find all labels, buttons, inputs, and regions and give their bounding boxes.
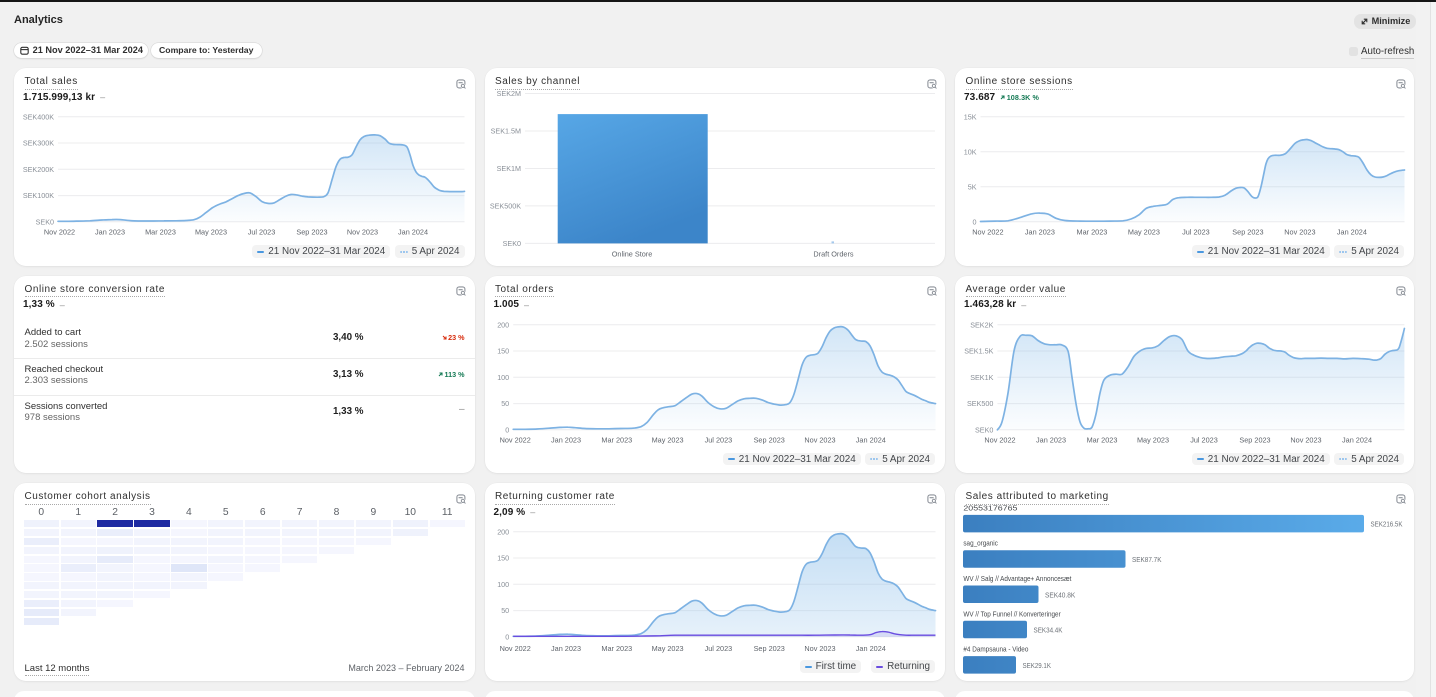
- svg-text:SEK200K: SEK200K: [23, 165, 54, 174]
- svg-text:Jan 2024: Jan 2024: [855, 644, 885, 653]
- svg-text:Jul 2023: Jul 2023: [704, 644, 732, 653]
- svg-text:0: 0: [505, 425, 509, 434]
- svg-text:SEK500K: SEK500K: [489, 202, 520, 211]
- svg-text:Mar 2023: Mar 2023: [601, 644, 632, 653]
- svg-text:WV // Salg // Advantage+ Annon: WV // Salg // Advantage+ Annoncesæt: [963, 574, 1072, 583]
- svg-text:Jan 2023: Jan 2023: [1025, 228, 1055, 237]
- svg-text:200: 200: [497, 320, 509, 329]
- svg-text:Jan 2023: Jan 2023: [550, 435, 580, 444]
- svg-text:Sep 2023: Sep 2023: [296, 228, 327, 237]
- svg-text:5K: 5K: [968, 182, 977, 191]
- svg-text:SEK1.5M: SEK1.5M: [490, 127, 520, 136]
- svg-text:50: 50: [501, 399, 509, 408]
- svg-text:Mar 2023: Mar 2023: [145, 228, 176, 237]
- svg-text:WV // Top Funnel // Konverteri: WV // Top Funnel // Konverteringer: [963, 609, 1061, 618]
- svg-text:15K: 15K: [964, 112, 977, 121]
- svg-text:Jan 2023: Jan 2023: [1036, 435, 1066, 444]
- svg-text:SEK29.1K: SEK29.1K: [1023, 663, 1052, 670]
- svg-text:Jul 2023: Jul 2023: [248, 228, 276, 237]
- svg-text:Sep 2023: Sep 2023: [1239, 435, 1270, 444]
- svg-text:Mar 2023: Mar 2023: [601, 435, 632, 444]
- svg-text:May 2023: May 2023: [651, 644, 683, 653]
- svg-text:Jul 2023: Jul 2023: [704, 435, 732, 444]
- svg-text:Nov 2023: Nov 2023: [1290, 435, 1321, 444]
- svg-text:100: 100: [497, 580, 509, 589]
- svg-text:SEK0: SEK0: [975, 425, 993, 434]
- svg-text:0: 0: [973, 217, 977, 226]
- svg-text:Sep 2023: Sep 2023: [753, 644, 784, 653]
- svg-text:Jan 2024: Jan 2024: [1337, 228, 1367, 237]
- svg-text:May 2023: May 2023: [195, 228, 227, 237]
- svg-text:May 2023: May 2023: [1128, 228, 1160, 237]
- svg-text:Jan 2023: Jan 2023: [550, 644, 580, 653]
- svg-text:Jan 2023: Jan 2023: [95, 228, 125, 237]
- svg-text:SEK300K: SEK300K: [23, 139, 54, 148]
- svg-text:100: 100: [497, 372, 509, 381]
- svg-text:20553176765: 20553176765: [963, 503, 1017, 512]
- svg-text:Jul 2023: Jul 2023: [1182, 228, 1210, 237]
- svg-text:50: 50: [501, 606, 509, 615]
- svg-text:Nov 2022: Nov 2022: [44, 228, 75, 237]
- svg-text:Sep 2023: Sep 2023: [753, 435, 784, 444]
- svg-text:#4 Dampsauna - Video: #4 Dampsauna - Video: [963, 645, 1028, 654]
- svg-text:Sep 2023: Sep 2023: [1232, 228, 1263, 237]
- svg-text:Draft Orders: Draft Orders: [813, 250, 853, 259]
- svg-text:150: 150: [497, 554, 509, 563]
- svg-text:SEK100K: SEK100K: [23, 191, 54, 200]
- svg-text:SEK0: SEK0: [502, 239, 520, 248]
- svg-text:Nov 2022: Nov 2022: [972, 228, 1003, 237]
- svg-text:Nov 2023: Nov 2023: [804, 435, 835, 444]
- svg-text:Mar 2023: Mar 2023: [1087, 435, 1118, 444]
- svg-text:10K: 10K: [964, 147, 977, 156]
- svg-text:Nov 2023: Nov 2023: [804, 644, 835, 653]
- svg-text:SEK500: SEK500: [967, 399, 993, 408]
- svg-text:200: 200: [497, 527, 509, 536]
- svg-text:May 2023: May 2023: [651, 435, 683, 444]
- svg-text:Nov 2022: Nov 2022: [499, 435, 530, 444]
- svg-text:Jan 2024: Jan 2024: [1342, 435, 1372, 444]
- svg-text:SEK0: SEK0: [36, 217, 54, 226]
- svg-text:SEK2K: SEK2K: [970, 320, 993, 329]
- svg-text:SEK34.4K: SEK34.4K: [1034, 628, 1063, 635]
- svg-text:SEK216.5K: SEK216.5K: [1371, 522, 1403, 529]
- svg-text:May 2023: May 2023: [1137, 435, 1169, 444]
- svg-text:sag_organic: sag_organic: [963, 539, 998, 548]
- svg-text:SEK1M: SEK1M: [496, 164, 520, 173]
- svg-text:SEK2M: SEK2M: [496, 89, 520, 98]
- svg-text:Mar 2023: Mar 2023: [1076, 228, 1107, 237]
- svg-text:Jul 2023: Jul 2023: [1190, 435, 1218, 444]
- svg-text:SEK400K: SEK400K: [23, 112, 54, 121]
- svg-text:SEK40.8K: SEK40.8K: [1045, 592, 1076, 599]
- svg-text:SEK87.7K: SEK87.7K: [1132, 557, 1162, 564]
- svg-text:SEK1K: SEK1K: [970, 372, 993, 381]
- svg-text:150: 150: [497, 346, 509, 355]
- svg-text:Online Store: Online Store: [611, 250, 652, 259]
- svg-text:SEK1.5K: SEK1.5K: [964, 346, 993, 355]
- svg-text:Nov 2023: Nov 2023: [347, 228, 378, 237]
- svg-text:Nov 2022: Nov 2022: [499, 644, 530, 653]
- svg-text:Nov 2022: Nov 2022: [984, 435, 1015, 444]
- svg-text:0: 0: [505, 632, 509, 641]
- svg-text:Jan 2024: Jan 2024: [855, 435, 885, 444]
- svg-text:Nov 2023: Nov 2023: [1284, 228, 1315, 237]
- svg-text:Jan 2024: Jan 2024: [398, 228, 428, 237]
